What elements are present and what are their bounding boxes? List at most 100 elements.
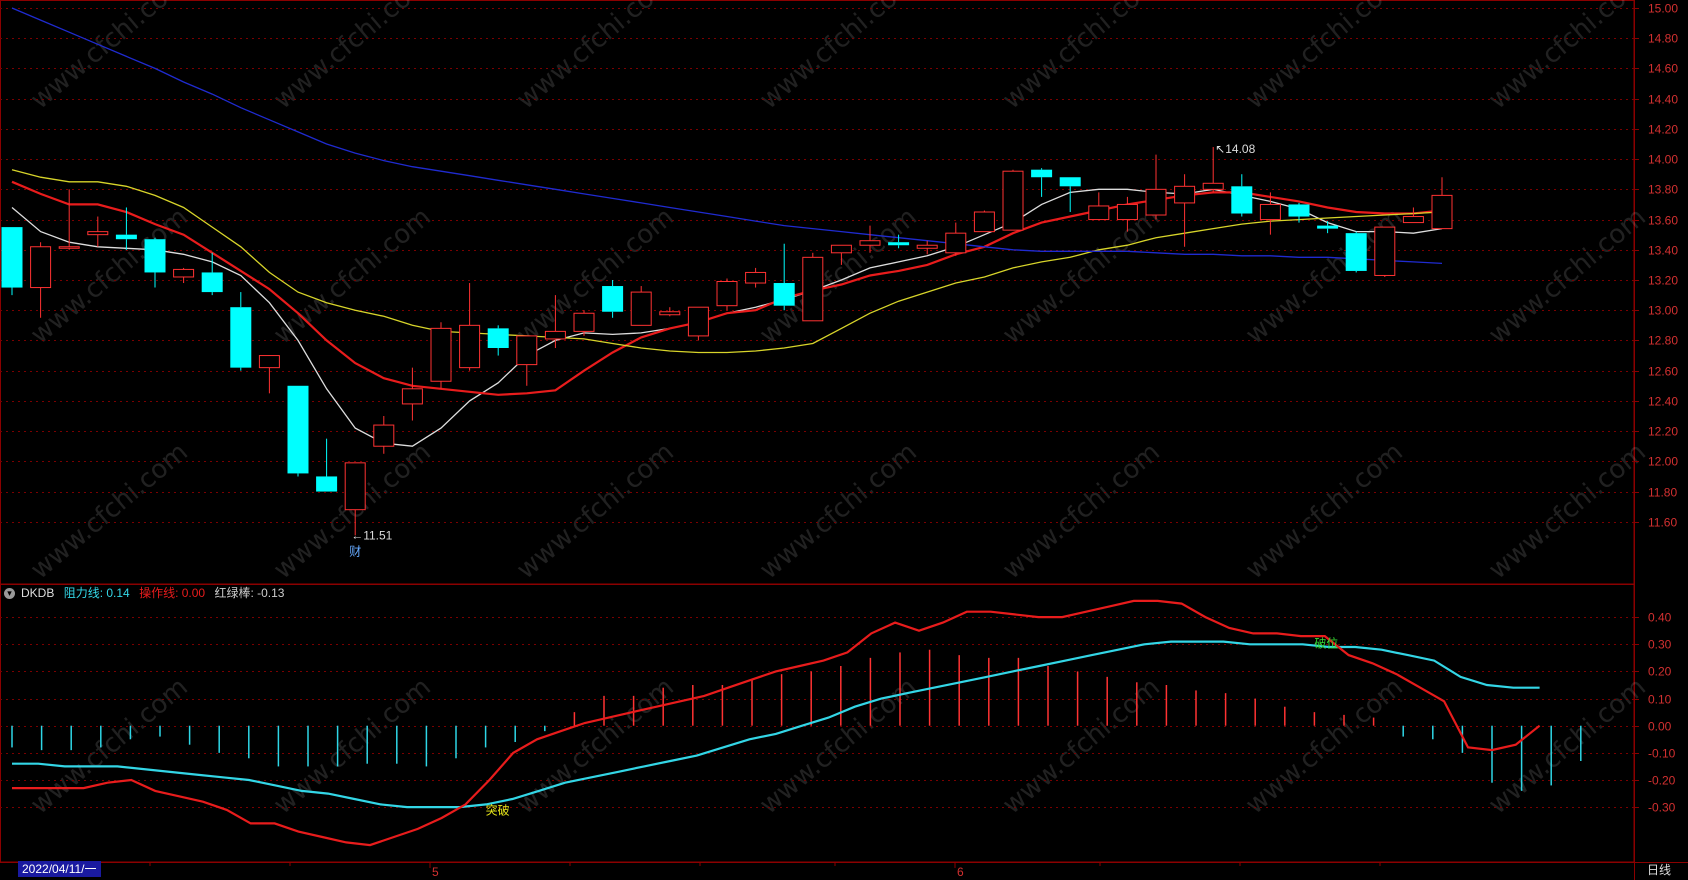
watermark-text: www.cfchi.com xyxy=(268,0,437,115)
legend-resistance: 阻力线: 0.14 xyxy=(63,586,130,600)
watermark-text: www.cfchi.com xyxy=(511,0,680,115)
candle-body xyxy=(602,286,624,312)
candle xyxy=(115,207,137,250)
candle xyxy=(1259,192,1281,235)
watermark-text: www.cfchi.com xyxy=(997,437,1166,585)
signal-label: 破位 xyxy=(1314,636,1338,651)
candle-body xyxy=(544,330,566,340)
candle xyxy=(1088,192,1110,221)
signal-label: 突破 xyxy=(486,802,510,817)
candle xyxy=(1,227,23,296)
watermark-text: www.cfchi.com xyxy=(25,437,194,585)
candle xyxy=(1317,221,1339,234)
candle xyxy=(30,242,52,318)
price-tick-label: 13.00 xyxy=(1648,304,1678,318)
candle xyxy=(316,438,338,492)
candle-body xyxy=(1116,203,1138,221)
candle xyxy=(716,278,738,311)
price-tick-label: 11.80 xyxy=(1648,486,1677,500)
candle-body xyxy=(1031,169,1053,178)
indicator-tick-label: 0.40 xyxy=(1648,611,1672,625)
candle xyxy=(973,210,995,233)
price-tick-label: 13.60 xyxy=(1648,214,1678,228)
candle-body xyxy=(1145,188,1167,216)
candle xyxy=(287,385,309,477)
candle xyxy=(516,335,538,386)
watermark-text: www.cfchi.com xyxy=(754,0,923,115)
price-tick-label: 13.40 xyxy=(1648,244,1678,258)
candle xyxy=(459,283,481,371)
watermark-text: www.cfchi.com xyxy=(754,437,923,585)
candle-body xyxy=(516,335,538,366)
ma-line-3 xyxy=(11,169,1443,354)
ma-line-2 xyxy=(11,180,1443,396)
watermark-text: www.cfchi.com xyxy=(511,202,680,350)
candle xyxy=(1145,154,1167,220)
candle xyxy=(1374,226,1396,277)
candle xyxy=(401,367,423,421)
candle xyxy=(373,416,395,454)
low-price-label: ←11.51 xyxy=(351,528,392,542)
candle-body xyxy=(58,246,80,249)
price-tick-label: 12.60 xyxy=(1648,365,1678,379)
candle-body xyxy=(802,256,824,322)
candle xyxy=(1174,174,1196,247)
candle-body xyxy=(144,239,166,273)
candle-body xyxy=(1059,177,1081,187)
candle-body xyxy=(115,234,137,240)
candle-body xyxy=(1374,226,1396,276)
watermark-text: www.cfchi.com xyxy=(997,672,1166,820)
watermark-text: www.cfchi.com xyxy=(1240,672,1409,820)
watermark-text: www.cfchi.com xyxy=(1240,0,1409,115)
candle-body xyxy=(659,311,681,316)
candle-body xyxy=(830,244,852,254)
candle xyxy=(1002,169,1024,231)
candle xyxy=(430,322,452,389)
candle-body xyxy=(1002,170,1024,231)
candle-body xyxy=(1174,185,1196,204)
candle xyxy=(1288,202,1310,223)
candle-body xyxy=(487,328,509,348)
price-tick-label: 15.00 xyxy=(1648,2,1678,16)
price-tick-label: 12.80 xyxy=(1648,334,1678,348)
candle-body xyxy=(1402,216,1424,224)
candle-body xyxy=(1088,205,1110,221)
candle xyxy=(173,267,195,284)
price-tick-label: 14.20 xyxy=(1648,123,1678,137)
candle xyxy=(1431,177,1453,230)
candle-body xyxy=(716,281,738,307)
candle xyxy=(487,325,509,356)
ma-line-4 xyxy=(11,7,1443,265)
candle-body xyxy=(287,385,309,474)
candle xyxy=(344,462,366,536)
legend-operation: 操作线: 0.00 xyxy=(139,586,206,600)
candle-body xyxy=(201,272,223,293)
candle xyxy=(230,292,252,371)
candle-body xyxy=(258,355,280,369)
indicator-tick-label: 0.30 xyxy=(1648,638,1672,652)
indicator-tick-label: 0.10 xyxy=(1648,693,1672,707)
candle-body xyxy=(773,283,795,306)
candle-body xyxy=(973,211,995,233)
indicator-tick-label: 0.00 xyxy=(1648,720,1672,734)
watermark-text: www.cfchi.com xyxy=(997,0,1166,115)
candle-body xyxy=(916,244,938,249)
chevron-down-icon[interactable]: ▾ xyxy=(4,588,15,600)
price-tick-label: 12.00 xyxy=(1648,455,1678,469)
price-tick-label: 14.80 xyxy=(1648,32,1678,46)
price-tick-label: 11.60 xyxy=(1648,516,1677,530)
watermark-text: www.cfchi.com xyxy=(511,437,680,585)
price-tick-label: 12.40 xyxy=(1648,395,1678,409)
candle xyxy=(687,306,709,341)
candle-body xyxy=(1345,233,1367,271)
candle xyxy=(544,295,566,348)
period-button[interactable]: 日线 xyxy=(1646,863,1671,877)
price-tick-label: 14.40 xyxy=(1648,93,1678,107)
watermark-text: www.cfchi.com xyxy=(1483,202,1652,350)
candle xyxy=(87,216,109,247)
current-date: 2022/04/11/一 xyxy=(18,861,101,877)
candle xyxy=(888,234,910,249)
watermark-text: www.cfchi.com xyxy=(1483,0,1652,115)
candle-body xyxy=(1317,225,1339,229)
